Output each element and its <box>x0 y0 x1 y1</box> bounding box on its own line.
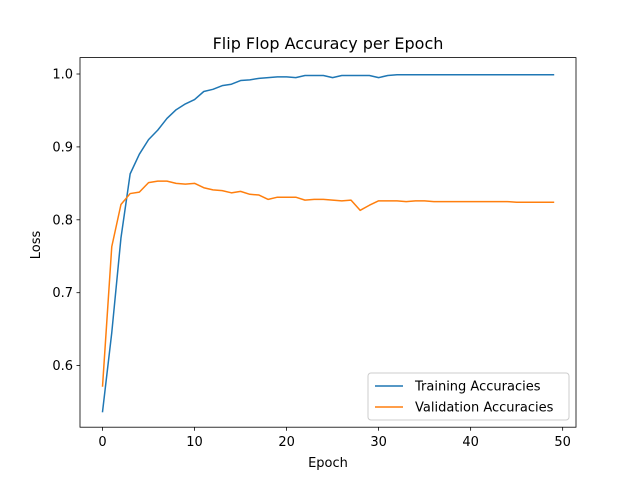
y-tick-label: 0.6 <box>52 359 73 374</box>
x-tick-label: 30 <box>370 435 387 450</box>
x-tick-label: 50 <box>554 435 571 450</box>
x-axis-label: Epoch <box>308 456 348 471</box>
plot-area: 0 10 20 30 40 50 0.6 0.7 0.8 0.9 1.0 <box>52 57 577 450</box>
series-line-validation <box>101 180 555 387</box>
x-tick-label: 0 <box>98 435 106 450</box>
y-tick-label: 0.8 <box>52 213 73 228</box>
y-tick-label: 1.0 <box>52 68 73 83</box>
y-tick-label: 0.9 <box>52 140 73 155</box>
y-tick-label: 0.7 <box>52 286 73 301</box>
plot-frame <box>79 57 577 428</box>
legend-label-training: Training Accuracies <box>414 380 541 395</box>
legend-label-validation: Validation Accuracies <box>415 401 554 416</box>
x-tick-label: 20 <box>278 435 295 450</box>
legend-box <box>367 372 570 421</box>
series-line-training <box>101 73 555 413</box>
x-tick-label: 40 <box>462 435 479 450</box>
legend: Training Accuracies Validation Accuracies <box>367 372 570 421</box>
x-tick-label: 10 <box>186 435 203 450</box>
chart-title: Flip Flop Accuracy per Epoch <box>213 34 444 53</box>
y-axis-label: Loss <box>29 231 44 260</box>
